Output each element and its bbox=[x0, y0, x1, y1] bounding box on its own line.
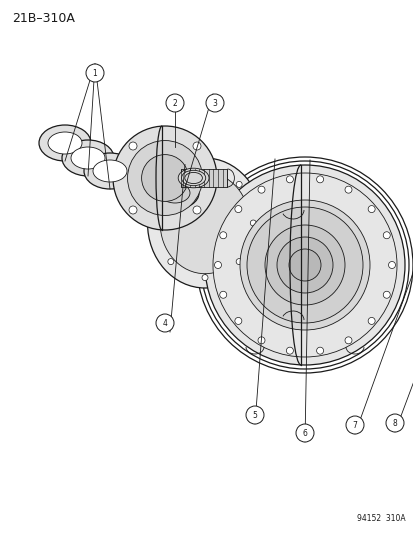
Circle shape bbox=[192, 142, 200, 150]
Text: 1: 1 bbox=[93, 69, 97, 77]
Circle shape bbox=[257, 337, 264, 344]
Circle shape bbox=[382, 291, 389, 298]
Circle shape bbox=[286, 347, 293, 354]
Ellipse shape bbox=[62, 140, 114, 176]
Ellipse shape bbox=[181, 171, 205, 185]
Circle shape bbox=[264, 225, 344, 305]
Circle shape bbox=[202, 274, 207, 280]
Text: 6: 6 bbox=[302, 429, 307, 438]
Ellipse shape bbox=[178, 168, 209, 188]
Circle shape bbox=[141, 155, 188, 201]
Circle shape bbox=[202, 165, 207, 172]
Circle shape bbox=[385, 414, 403, 432]
Circle shape bbox=[212, 173, 396, 357]
Ellipse shape bbox=[84, 153, 136, 189]
Circle shape bbox=[276, 237, 332, 293]
Circle shape bbox=[316, 347, 323, 354]
Ellipse shape bbox=[147, 158, 262, 288]
Circle shape bbox=[344, 337, 351, 344]
Circle shape bbox=[153, 220, 159, 226]
Circle shape bbox=[345, 416, 363, 434]
Circle shape bbox=[129, 206, 137, 214]
Circle shape bbox=[235, 181, 242, 188]
Circle shape bbox=[86, 64, 104, 82]
Circle shape bbox=[127, 141, 202, 215]
Circle shape bbox=[167, 181, 173, 188]
Circle shape bbox=[235, 259, 242, 264]
Text: 8: 8 bbox=[392, 418, 396, 427]
Circle shape bbox=[295, 424, 313, 442]
Text: 2: 2 bbox=[172, 99, 177, 108]
Ellipse shape bbox=[39, 125, 91, 161]
Ellipse shape bbox=[151, 177, 199, 209]
Circle shape bbox=[219, 291, 226, 298]
Circle shape bbox=[156, 314, 173, 332]
Text: 21B–310A: 21B–310A bbox=[12, 12, 75, 25]
Circle shape bbox=[240, 200, 369, 330]
Circle shape bbox=[286, 176, 293, 183]
Ellipse shape bbox=[160, 172, 249, 274]
Circle shape bbox=[247, 207, 362, 323]
Text: 7: 7 bbox=[352, 421, 356, 430]
Ellipse shape bbox=[93, 160, 127, 182]
Circle shape bbox=[219, 232, 226, 239]
Circle shape bbox=[192, 206, 200, 214]
Text: 4: 4 bbox=[162, 319, 167, 327]
Circle shape bbox=[234, 206, 241, 213]
Ellipse shape bbox=[184, 172, 202, 183]
Circle shape bbox=[206, 94, 223, 112]
Circle shape bbox=[245, 406, 263, 424]
Text: 94152  310A: 94152 310A bbox=[356, 514, 405, 523]
Circle shape bbox=[166, 94, 183, 112]
Circle shape bbox=[382, 232, 389, 239]
Circle shape bbox=[257, 186, 264, 193]
Circle shape bbox=[234, 318, 241, 325]
Ellipse shape bbox=[48, 132, 82, 154]
Circle shape bbox=[316, 176, 323, 183]
Circle shape bbox=[288, 249, 320, 281]
Text: 3: 3 bbox=[212, 99, 217, 108]
Circle shape bbox=[367, 206, 374, 213]
Circle shape bbox=[113, 126, 216, 230]
Circle shape bbox=[250, 220, 256, 226]
Circle shape bbox=[204, 165, 404, 365]
Circle shape bbox=[387, 262, 394, 269]
Circle shape bbox=[167, 259, 173, 264]
Circle shape bbox=[367, 318, 374, 325]
Ellipse shape bbox=[159, 183, 190, 203]
Circle shape bbox=[197, 157, 412, 373]
Text: 5: 5 bbox=[252, 410, 257, 419]
Circle shape bbox=[129, 142, 137, 150]
Circle shape bbox=[344, 186, 351, 193]
Circle shape bbox=[214, 262, 221, 269]
Ellipse shape bbox=[71, 147, 105, 169]
Bar bbox=[180, 169, 227, 187]
